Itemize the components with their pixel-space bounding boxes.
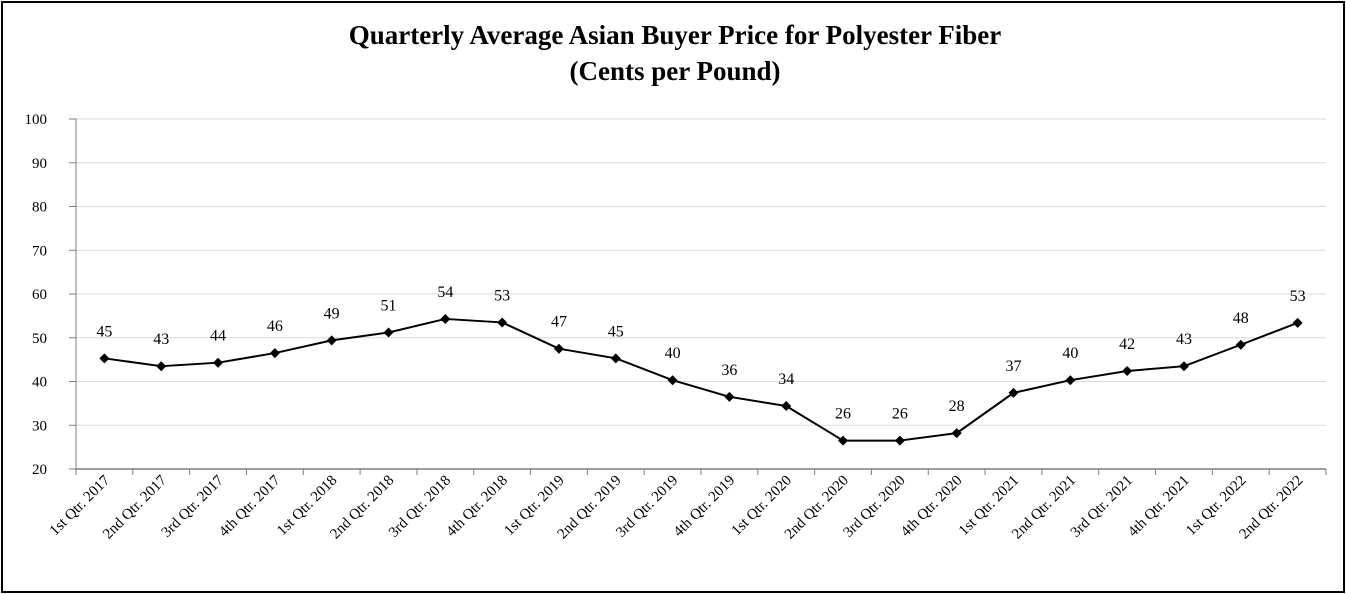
y-tick-label: 30 [32, 418, 47, 434]
data-series [99, 313, 1303, 446]
data-label: 34 [778, 371, 794, 388]
data-point-marker [1065, 375, 1076, 386]
data-label: 36 [721, 362, 737, 379]
data-point-marker [383, 327, 394, 338]
data-point-marker [1235, 339, 1246, 350]
x-tick-label: 4th Qtr. 2021 [1125, 473, 1193, 541]
data-label: 43 [153, 331, 169, 348]
data-point-marker [610, 353, 621, 364]
data-point-marker [156, 361, 167, 372]
data-label: 28 [949, 398, 965, 415]
y-tick-label: 80 [32, 200, 47, 216]
data-label: 40 [1062, 345, 1078, 362]
data-point-marker [1122, 366, 1133, 376]
y-axis-ticks: 20 30 40 50 60 70 80 90 100 [25, 112, 76, 478]
data-point-marker [724, 391, 735, 402]
data-label: 48 [1233, 310, 1249, 327]
data-label: 43 [1176, 331, 1192, 348]
data-label: 42 [1119, 336, 1135, 353]
data-label: 26 [835, 406, 851, 423]
data-label: 37 [1006, 358, 1022, 375]
data-point-marker [326, 335, 337, 346]
data-point-marker [269, 348, 280, 359]
data-point-marker [1292, 317, 1303, 328]
data-point-marker [951, 428, 962, 439]
data-label: 45 [96, 323, 112, 340]
data-label: 40 [665, 345, 681, 362]
data-point-marker [1008, 387, 1019, 398]
data-labels: 45 43 44 46 49 51 54 53 47 45 40 36 34 26 26 28 37 40 42 43… [96, 284, 1305, 423]
data-point-marker [781, 401, 792, 411]
data-point-marker [838, 435, 849, 446]
data-point-marker [667, 375, 678, 386]
series-line [104, 317, 1298, 442]
data-label: 49 [324, 305, 340, 322]
y-tick-label: 100 [25, 112, 48, 128]
data-point-marker [99, 353, 110, 364]
data-label: 53 [494, 287, 510, 304]
data-point-marker [894, 435, 905, 446]
chart-title-block: Quarterly Average Asian Buyer Price for … [3, 17, 1346, 89]
data-point-marker [497, 317, 508, 328]
y-tick-label: 50 [32, 331, 47, 347]
data-label: 51 [381, 298, 397, 315]
data-point-marker [213, 357, 224, 368]
data-point-marker [553, 343, 564, 354]
y-tick-label: 40 [32, 375, 47, 391]
chart-title: Quarterly Average Asian Buyer Price for … [348, 20, 1002, 50]
x-tick-label: 4th Qtr. 2020 [898, 473, 966, 541]
x-tick-label: 4th Qtr. 2018 [443, 473, 511, 541]
data-label: 53 [1290, 288, 1306, 305]
data-point-marker [1178, 361, 1189, 372]
data-point-marker [440, 313, 451, 324]
data-label: 47 [551, 314, 567, 331]
x-tick-label: 4th Qtr. 2017 [216, 472, 284, 540]
gridlines [76, 118, 1326, 426]
data-label: 45 [608, 323, 624, 340]
data-label: 26 [892, 406, 908, 423]
data-label: 54 [437, 284, 453, 301]
data-label: 44 [210, 328, 226, 345]
y-tick-label: 20 [32, 462, 47, 478]
y-tick-label: 70 [32, 243, 47, 259]
y-tick-label: 90 [32, 156, 47, 172]
chart-subtitle: (Cents per Pound) [569, 56, 781, 86]
data-label: 46 [267, 318, 283, 335]
x-tick-label: 4th Qtr. 2019 [671, 473, 739, 541]
y-tick-label: 60 [32, 287, 47, 303]
